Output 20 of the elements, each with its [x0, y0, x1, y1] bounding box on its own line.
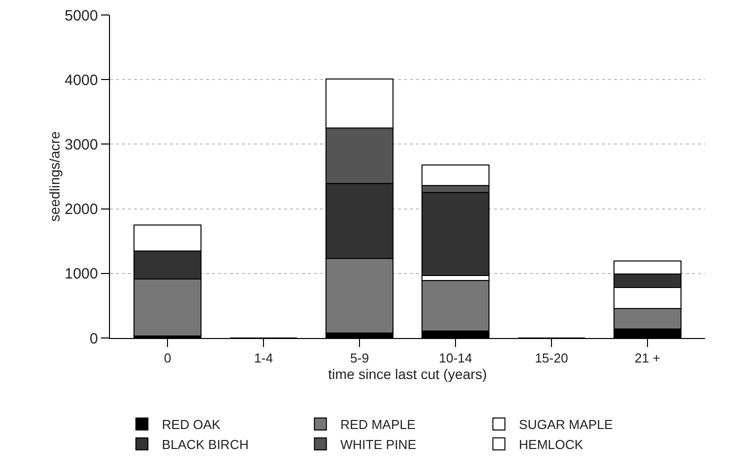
x-axis-title: time since last cut (years) — [328, 366, 487, 382]
y-tick-label: 2000 — [64, 201, 98, 218]
legend-label: BLACK BIRCH — [162, 436, 249, 452]
legend-label: RED OAK — [162, 417, 221, 432]
y-axis-title: seedlings/acre — [46, 131, 63, 222]
legend-label: WHITE PINE — [340, 436, 417, 452]
x-tick-label: 5-9 — [350, 350, 369, 366]
x-tick-label: 21 + — [634, 350, 660, 366]
y-tick-label: 4000 — [64, 72, 98, 89]
legend-label: HEMLOCK — [518, 436, 584, 452]
legend-label: SUGAR MAPLE — [518, 417, 614, 432]
x-tick-label: 0 — [164, 350, 172, 366]
x-tick-label: 10-14 — [438, 350, 472, 366]
x-tick-label: 15-20 — [534, 350, 568, 366]
y-tick-label: 3000 — [64, 136, 98, 154]
y-tick-label: 5000 — [64, 7, 98, 24]
legend-label: RED MAPLE — [340, 417, 416, 432]
y-tick-label: 1000 — [64, 266, 98, 283]
y-tick-label: 0 — [90, 330, 98, 348]
x-tick-label: 1-4 — [254, 350, 273, 366]
